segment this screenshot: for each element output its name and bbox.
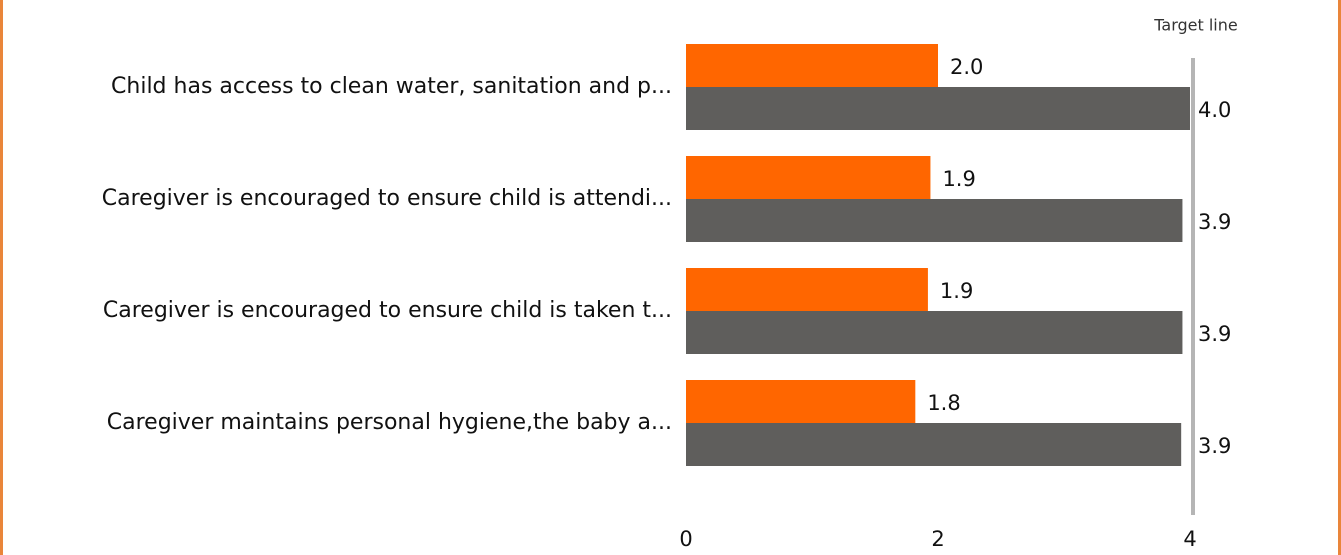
data-label: 1.8 xyxy=(927,391,960,415)
data-label: 3.9 xyxy=(1198,210,1231,234)
data-label: 1.9 xyxy=(940,279,973,303)
bar xyxy=(686,268,928,311)
bar xyxy=(686,156,931,199)
bar xyxy=(686,380,916,423)
y-tick-label: Caregiver is encouraged to ensure child … xyxy=(102,186,672,211)
y-tick-label: Caregiver maintains personal hygiene,the… xyxy=(107,410,672,435)
frame-left xyxy=(0,0,3,555)
bar xyxy=(686,311,1183,354)
bar xyxy=(686,199,1183,242)
x-tick-label: 4 xyxy=(1183,527,1196,551)
data-label: 3.9 xyxy=(1198,434,1231,458)
x-tick-label: 2 xyxy=(931,527,944,551)
data-label: 3.9 xyxy=(1198,322,1231,346)
bar xyxy=(686,87,1190,130)
y-tick-label: Caregiver is encouraged to ensure child … xyxy=(103,298,672,323)
y-tick-label: Child has access to clean water, sanitat… xyxy=(111,74,672,99)
bar xyxy=(686,44,938,87)
bar xyxy=(686,423,1182,466)
target-label: Target line xyxy=(1153,16,1237,35)
data-label: 2.0 xyxy=(950,55,983,79)
data-label: 4.0 xyxy=(1198,98,1231,122)
frame-right xyxy=(1338,0,1341,555)
x-tick-label: 0 xyxy=(679,527,692,551)
data-label: 1.9 xyxy=(942,167,975,191)
